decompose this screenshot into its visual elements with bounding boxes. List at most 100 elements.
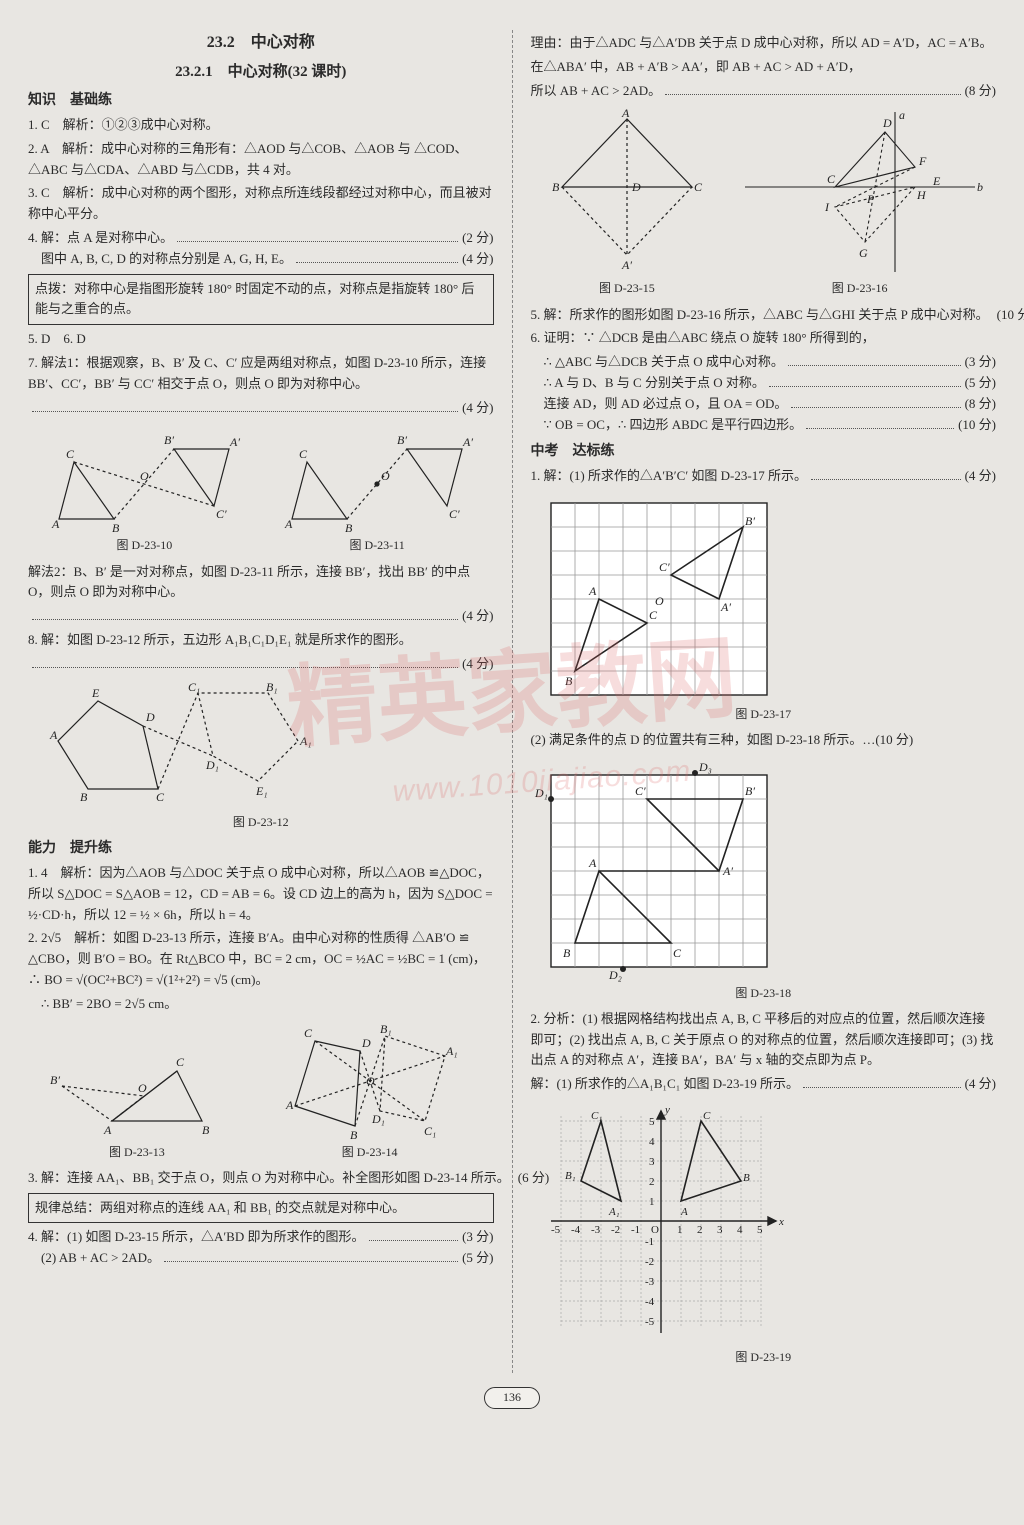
- right-column: 理由：由于△ADC 与△A′DB 关于点 D 成中心对称，所以 AD = A′D…: [531, 30, 997, 1373]
- head-basic: 知识 基础练: [28, 90, 494, 112]
- svg-text:G: G: [859, 246, 868, 260]
- r1: 理由：由于△ADC 与△A′DB 关于点 D 成中心对称，所以 AD = A′D…: [531, 33, 997, 54]
- svg-text:B: B: [350, 1128, 358, 1141]
- svg-text:-2: -2: [611, 1224, 620, 1236]
- svg-text:O: O: [381, 469, 390, 483]
- svg-text:I: I: [824, 200, 830, 214]
- p4a-line: 4. 解：(1) 如图 D-23-15 所示，△A′BD 即为所求作的图形。 (…: [28, 1227, 494, 1248]
- svg-text:-3: -3: [591, 1224, 601, 1236]
- dots: [32, 608, 458, 620]
- fig-13-svg: ABC OB′: [42, 1036, 232, 1141]
- fig11-cap: 图 D-23-11: [277, 536, 477, 555]
- svg-text:A₁: A₁: [445, 1044, 458, 1058]
- fig19-cap: 图 D-23-19: [531, 1348, 997, 1367]
- svg-text:A: A: [285, 1098, 294, 1112]
- svg-text:5: 5: [649, 1116, 655, 1128]
- svg-text:C′: C′: [449, 507, 460, 521]
- svg-text:E: E: [932, 174, 941, 188]
- svg-text:C: C: [827, 172, 836, 186]
- svg-text:B: B: [563, 946, 571, 960]
- e1a-text: 1. 解：(1) 所求作的△A′B′C′ 如图 D-23-17 所示。: [531, 466, 807, 487]
- svg-text:B₁: B₁: [565, 1170, 576, 1182]
- e2b-line: 解：(1) 所求作的△A₁B₁C₁ 如图 D-23-19 所示。 (4 分): [531, 1074, 997, 1095]
- q7b-pts: (4 分): [462, 606, 493, 627]
- r6a: 6. 证明：∵ △DCB 是由△ABC 绕点 O 旋转 180° 所得到的，: [531, 328, 997, 349]
- svg-text:A₁: A₁: [608, 1206, 620, 1218]
- svg-text:C₁: C₁: [591, 1110, 602, 1122]
- svg-text:B: B: [202, 1123, 210, 1137]
- fig15-cap: 图 D-23-15: [542, 279, 712, 298]
- svg-text:C: C: [694, 180, 703, 194]
- p4b-text: (2) AB + AC > 2AD。: [28, 1248, 160, 1269]
- dots: [791, 396, 960, 408]
- dots: [164, 1251, 458, 1263]
- svg-text:C₁: C₁: [188, 681, 200, 694]
- e1b-pts: (10 分): [875, 730, 913, 751]
- svg-text:A: A: [284, 517, 293, 531]
- fig-10-svg: ABC A′B′C′ O: [44, 424, 244, 534]
- r5-text: 5. 解：所求作的图形如图 D-23-16 所示，△ABC 与△GHI 关于点 …: [531, 305, 989, 326]
- svg-text:C: C: [673, 946, 682, 960]
- svg-text:C′: C′: [216, 507, 227, 521]
- svg-text:E: E: [91, 686, 100, 700]
- svg-text:P: P: [866, 192, 875, 206]
- svg-text:A₁: A₁: [299, 734, 312, 748]
- r6d-pts: (8 分): [965, 394, 996, 415]
- q2: 2. A 解析：成中心对称的三角形有：△AOD 与△COB、△AOB 与 △CO…: [28, 139, 494, 181]
- column-divider: [512, 30, 513, 1373]
- svg-text:B′: B′: [164, 433, 174, 447]
- p2: 2. 2√5 解析：如图 D-23-13 所示，连接 B′A。由中心对称的性质得…: [28, 928, 494, 990]
- svg-text:a: a: [899, 108, 905, 122]
- svg-text:-3: -3: [645, 1276, 655, 1288]
- page-root: 精英家教网 www.1010jiajiao.com 23.2 中心对称 23.2…: [28, 30, 996, 1373]
- r6c-text: ∴ A 与 D、B 与 C 分别关于点 O 对称。: [531, 373, 765, 394]
- r6e-pts: (10 分): [958, 415, 996, 436]
- svg-text:1: 1: [649, 1196, 655, 1208]
- q4a-line: 4. 解：点 A 是对称中心。 (2 分): [28, 228, 494, 249]
- svg-text:-1: -1: [631, 1224, 640, 1236]
- dots: [32, 656, 458, 668]
- q8a-pts-line: (4 分): [28, 654, 494, 675]
- q4a-pts: (2 分): [462, 228, 493, 249]
- svg-text:A: A: [49, 728, 58, 742]
- svg-text:A: A: [680, 1206, 688, 1218]
- p4a-text: 4. 解：(1) 如图 D-23-15 所示，△A′BD 即为所求作的图形。: [28, 1227, 365, 1248]
- q4b-pts: (4 分): [462, 249, 493, 270]
- e1b-line: (2) 满足条件的点 D 的位置共有三种，如图 D-23-18 所示。… (10…: [531, 730, 997, 751]
- svg-text:C: C: [156, 790, 165, 804]
- svg-text:H: H: [916, 188, 927, 202]
- svg-text:-4: -4: [571, 1224, 581, 1236]
- svg-text:3: 3: [649, 1156, 655, 1168]
- svg-text:2: 2: [697, 1224, 703, 1236]
- svg-text:A: A: [51, 517, 60, 531]
- dots: [177, 230, 458, 242]
- p4b-pts: (5 分): [462, 1248, 493, 1269]
- q1: 1. C 解析：①②③成中心对称。: [28, 115, 494, 136]
- svg-text:D: D: [361, 1036, 371, 1050]
- r1c-pts: (8 分): [965, 81, 996, 102]
- svg-text:O: O: [138, 1081, 147, 1095]
- q3: 3. C 解析：成中心对称的两个图形，对称点所连线段都经过对称中心，而且被对称中…: [28, 183, 494, 225]
- svg-text:4: 4: [737, 1224, 743, 1236]
- r6b-text: ∴ △ABC 与△DCB 关于点 O 成中心对称。: [531, 352, 784, 373]
- svg-text:B: B: [345, 521, 353, 534]
- svg-text:B: B: [565, 674, 573, 688]
- fig-14: ABDC O A₁B₁D₁C₁ 图 D-23-14: [260, 1021, 480, 1162]
- p2b: ∴ BB′ = 2BO = 2√5 cm。: [28, 994, 494, 1015]
- fig-13: ABC OB′ 图 D-23-13: [42, 1036, 232, 1162]
- svg-text:C′: C′: [635, 784, 646, 798]
- p3-line: 3. 解：连接 AA₁、BB₁ 交于点 O，则点 O 为对称中心。补全图形如图 …: [28, 1168, 494, 1189]
- svg-text:4: 4: [649, 1136, 655, 1148]
- fig-16-svg: ab CDE F P HGI: [735, 107, 985, 277]
- fig13-cap: 图 D-23-13: [42, 1143, 232, 1162]
- svg-text:B₁: B₁: [266, 681, 278, 694]
- fig-17-svg: O ABC A′B′C′: [531, 493, 781, 703]
- svg-text:C: C: [176, 1055, 185, 1069]
- fig-15: ABC DA′ 图 D-23-15: [542, 107, 712, 298]
- svg-text:5: 5: [757, 1224, 763, 1236]
- fig-19-svg: x y O 12345 -1-2-3-4-5 12345 -1-2-3-4-5 …: [531, 1101, 791, 1346]
- svg-text:D₃: D₃: [698, 760, 712, 774]
- fig12-cap: 图 D-23-12: [28, 813, 494, 832]
- r6c-pts: (5 分): [965, 373, 996, 394]
- svg-text:x: x: [778, 1216, 784, 1228]
